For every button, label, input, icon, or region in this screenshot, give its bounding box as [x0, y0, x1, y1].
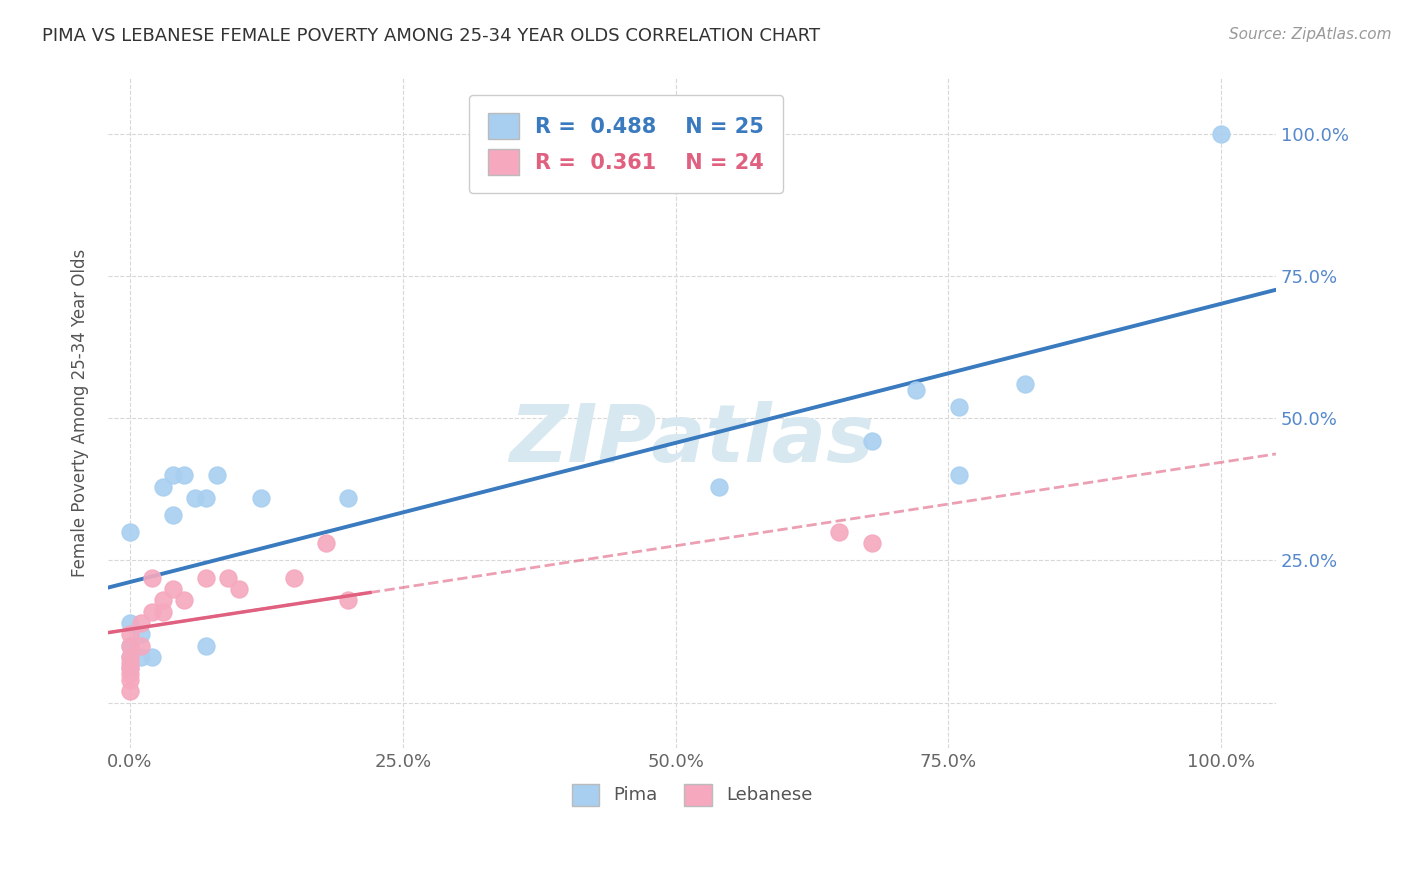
Point [118, 650, 141, 665]
Point [118, 615, 141, 630]
Point [118, 627, 141, 641]
Y-axis label: Female Poverty Among 25-34 Year Olds: Female Poverty Among 25-34 Year Olds [72, 249, 89, 577]
Point [129, 650, 152, 665]
Point [205, 468, 228, 483]
Text: ZIPatlas: ZIPatlas [509, 401, 875, 479]
Text: PIMA VS LEBANESE FEMALE POVERTY AMONG 25-34 YEAR OLDS CORRELATION CHART: PIMA VS LEBANESE FEMALE POVERTY AMONG 25… [42, 27, 820, 45]
Point [162, 582, 184, 596]
Point [948, 468, 970, 483]
Point [152, 480, 174, 494]
Point [860, 536, 883, 550]
Point [709, 480, 731, 494]
Text: Source: ZipAtlas.com: Source: ZipAtlas.com [1229, 27, 1392, 42]
Point [129, 615, 152, 630]
Point [173, 593, 195, 607]
Point [118, 661, 141, 675]
Point [948, 400, 970, 414]
Point [860, 434, 883, 449]
Point [283, 570, 305, 584]
Point [904, 383, 927, 397]
Point [228, 582, 250, 596]
Point [337, 491, 360, 505]
Point [118, 684, 141, 698]
Point [152, 605, 174, 619]
Point [337, 593, 360, 607]
Legend: Pima, Lebanese: Pima, Lebanese [564, 776, 820, 813]
Point [141, 570, 163, 584]
Point [129, 639, 152, 653]
Point [152, 593, 174, 607]
Point [118, 525, 141, 540]
Point [195, 570, 218, 584]
Point [118, 661, 141, 675]
Point [249, 491, 271, 505]
Point [162, 468, 184, 483]
Point [118, 639, 141, 653]
Point [1014, 377, 1036, 392]
Point [118, 650, 141, 665]
Point [129, 627, 152, 641]
Point [195, 491, 218, 505]
Point [184, 491, 207, 505]
Point [1211, 128, 1233, 142]
Point [118, 667, 141, 681]
Point [141, 650, 163, 665]
Point [315, 536, 337, 550]
Point [118, 639, 141, 653]
Point [217, 570, 239, 584]
Point [118, 673, 141, 687]
Point [173, 468, 195, 483]
Point [828, 525, 851, 540]
Point [118, 656, 141, 670]
Point [162, 508, 184, 522]
Point [195, 639, 218, 653]
Point [141, 605, 163, 619]
